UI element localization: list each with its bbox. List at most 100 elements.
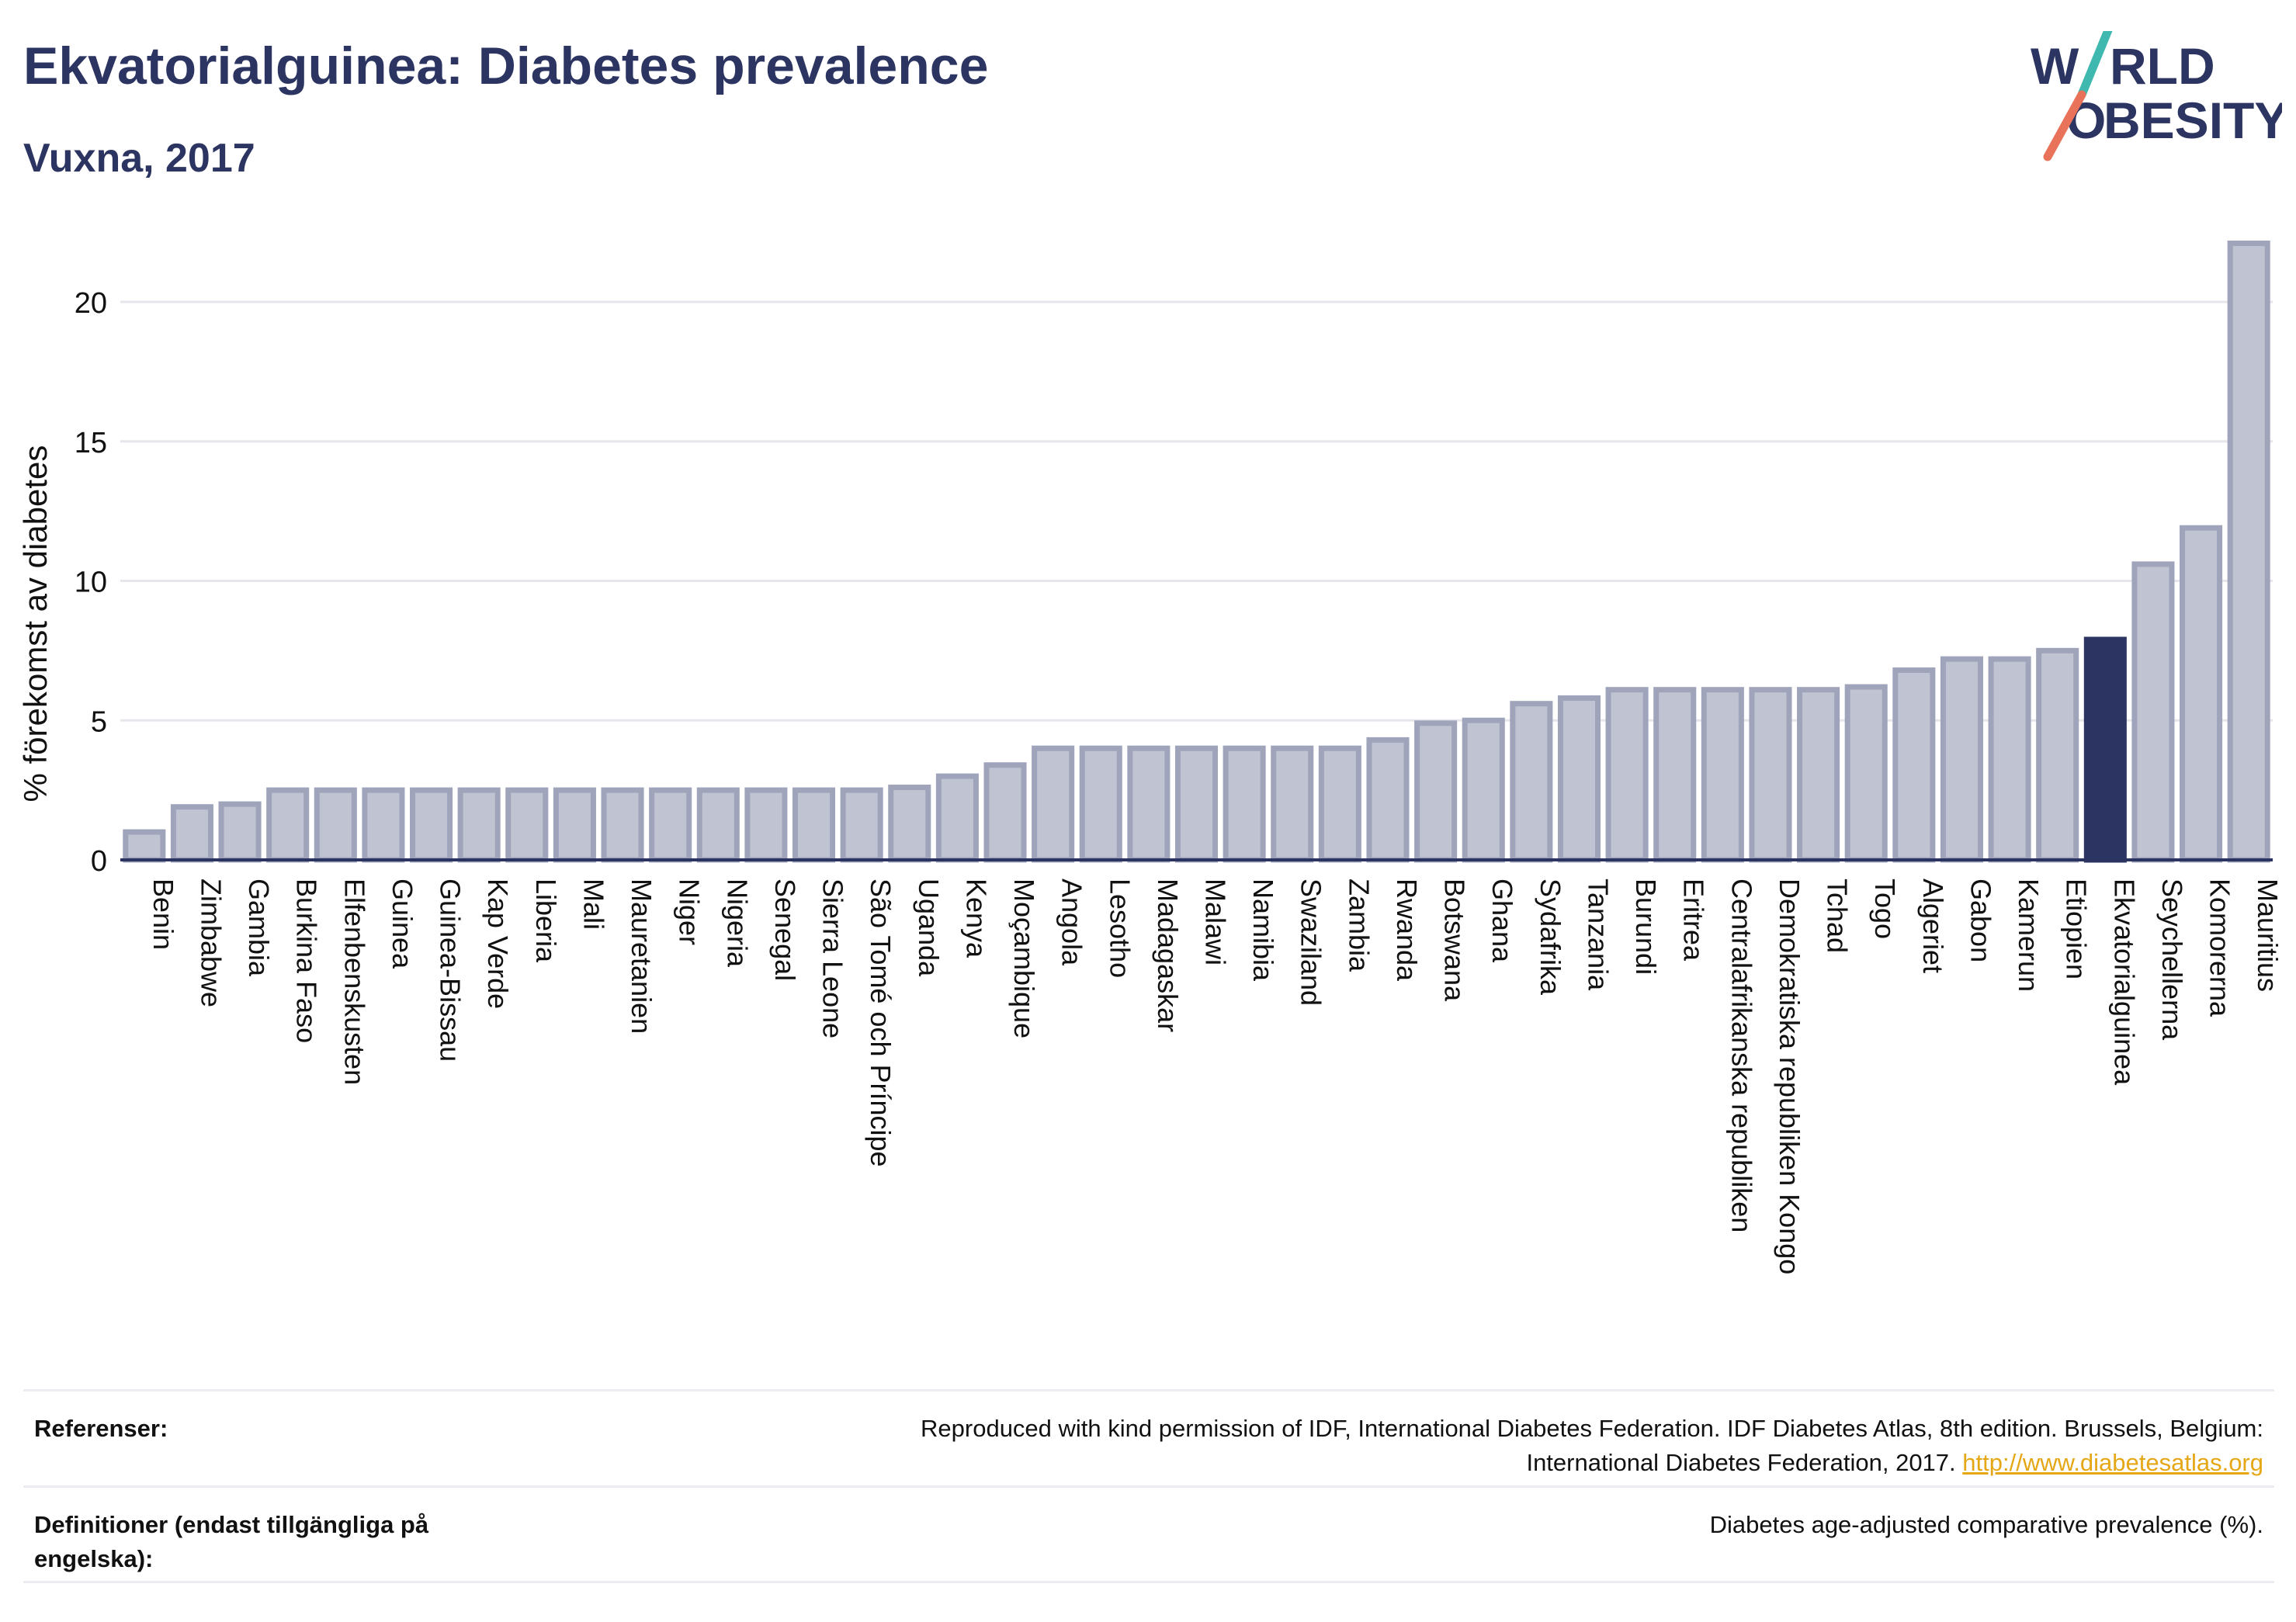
bar [1557,695,1601,863]
y-axis-title: % förekomst av diabetes [17,445,54,802]
x-tick-label: Demokratiska republiken Kongo [1774,879,1805,1274]
x-tick-label: Seychellerna [2156,879,2188,1041]
grid-layer [120,300,2273,722]
bar [1366,736,1410,863]
x-tick-label: Ekvatorialguinea [2108,879,2140,1086]
x-tick-label: Tanzania [1582,879,1614,991]
bar [1605,687,1649,863]
bar [1223,745,1266,863]
x-tick-label: Burkina Faso [291,879,323,1043]
x-tick-label: Kenya [960,879,992,958]
x-tick-label: Eritrea [1678,879,1710,962]
bar [218,801,262,863]
y-tick-label: 10 [75,567,107,599]
definitions-row: Definitioner (endast tillgängliga på eng… [23,1485,2274,1583]
logo-text-o: O [2066,92,2106,149]
x-tick-label: Kamerun [2013,879,2045,992]
references-text-line2: International Diabetes Federation, 2017. [1526,1449,1956,1476]
bar [1127,745,1171,863]
y-tick-label: 0 [91,845,107,878]
x-tick-label: Guinea-Bissau [435,879,466,1062]
x-tick-label: Botswana [1439,879,1471,1002]
bar [1510,701,1553,863]
bar [1174,745,1219,863]
bar [553,787,596,863]
x-tick-label: Zambia [1343,879,1375,972]
x-tick-label: Etiopien [2061,879,2093,979]
y-tick-label: 15 [75,427,107,459]
bar [792,787,836,863]
bar [696,787,740,863]
bar [1653,687,1697,863]
bar [1414,720,1458,863]
x-tick-label: Centralafrikanska republiken [1725,879,1757,1232]
bar [1844,684,1888,863]
references-text: Reproduced with kind permission of IDF, … [633,1412,2263,1480]
bar [888,785,931,863]
y-tick-label: 20 [75,287,107,320]
bar [410,787,453,863]
bar [123,829,166,863]
bar [314,787,357,863]
x-tick-label: Niger [674,879,706,945]
bar [457,787,501,863]
x-tick-label: Tchad [1822,879,1854,953]
world-obesity-logo: W RLD O BESITY [2031,31,2282,161]
bar [2227,241,2270,863]
bar [1701,687,1744,863]
bar [649,787,692,863]
references-link[interactable]: http://www.diabetesatlas.org [1962,1449,2263,1476]
bar-highlight [2083,636,2127,863]
bar [1797,687,1840,863]
bar [505,787,549,863]
x-tick-label: Mali [577,879,609,930]
bar [1749,687,1792,863]
bar [2131,561,2175,863]
definitions-text: Diabetes age-adjusted comparative preval… [1709,1511,2263,1538]
bar [362,787,405,863]
x-tick-label: Mauretanien [626,879,657,1034]
x-tick-label: Senegal [769,879,801,981]
bar [2180,525,2223,863]
x-tick-label: Gabon [1965,879,1996,962]
bar [1032,745,1075,863]
x-tick-label: Sierra Leone [817,879,849,1038]
bar [983,762,1027,863]
chart-title: Ekvatorialguinea: Diabetes prevalence [23,36,989,95]
x-tick-label: Moçambique [1008,879,1040,1038]
x-tick-label: Kap Verde [482,879,514,1009]
definitions-label: Definitioner (endast tillgängliga på eng… [34,1511,429,1572]
x-tick-label: Elfenbenskusten [338,879,370,1085]
x-tick-label: Angola [1056,879,1088,966]
chart-subtitle: Vuxna, 2017 [23,136,255,181]
x-tick-label: Togo [1869,879,1901,939]
y-tick-label: 5 [91,705,107,738]
bar [1271,745,1314,863]
x-tick-label: Nigeria [721,879,753,968]
x-tick-label: Mauritius [2252,879,2284,992]
x-tick-label: Rwanda [1391,879,1423,982]
x-tick-label: Burundi [1630,879,1662,975]
x-tick-label: Ghana [1486,879,1518,963]
x-tick-label: Malawi [1200,879,1232,965]
x-tick-label: Madagaskar [1152,879,1184,1032]
x-tick-label: Algeriet [1917,879,1949,973]
bar-layer [123,241,2270,863]
bar [266,787,310,863]
x-tick-label: São Tomé och Príncipe [865,879,897,1167]
x-tick-label: Swaziland [1295,879,1327,1006]
bar [840,787,883,863]
bar-chart: 0 5 10 15 20 Benin Zimbabwe Gambia Burkina Faso E… [17,241,2284,1274]
bar [935,773,979,863]
logo-text-w: W [2031,37,2079,95]
x-tick-label: Zimbabwe [195,879,227,1007]
x-tick-label: Benin [147,879,179,950]
x-tick-label: Lesotho [1104,879,1136,978]
bar [1318,745,1361,863]
bar [1462,717,1505,863]
x-tick-label: Gambia [243,879,275,977]
logo-text-besity: BESITY [2104,92,2282,149]
references-row: Referenser: Reproduced with kind permiss… [23,1389,2274,1485]
bar [1892,667,1936,863]
x-tick-label: Sydafrika [1535,879,1566,996]
